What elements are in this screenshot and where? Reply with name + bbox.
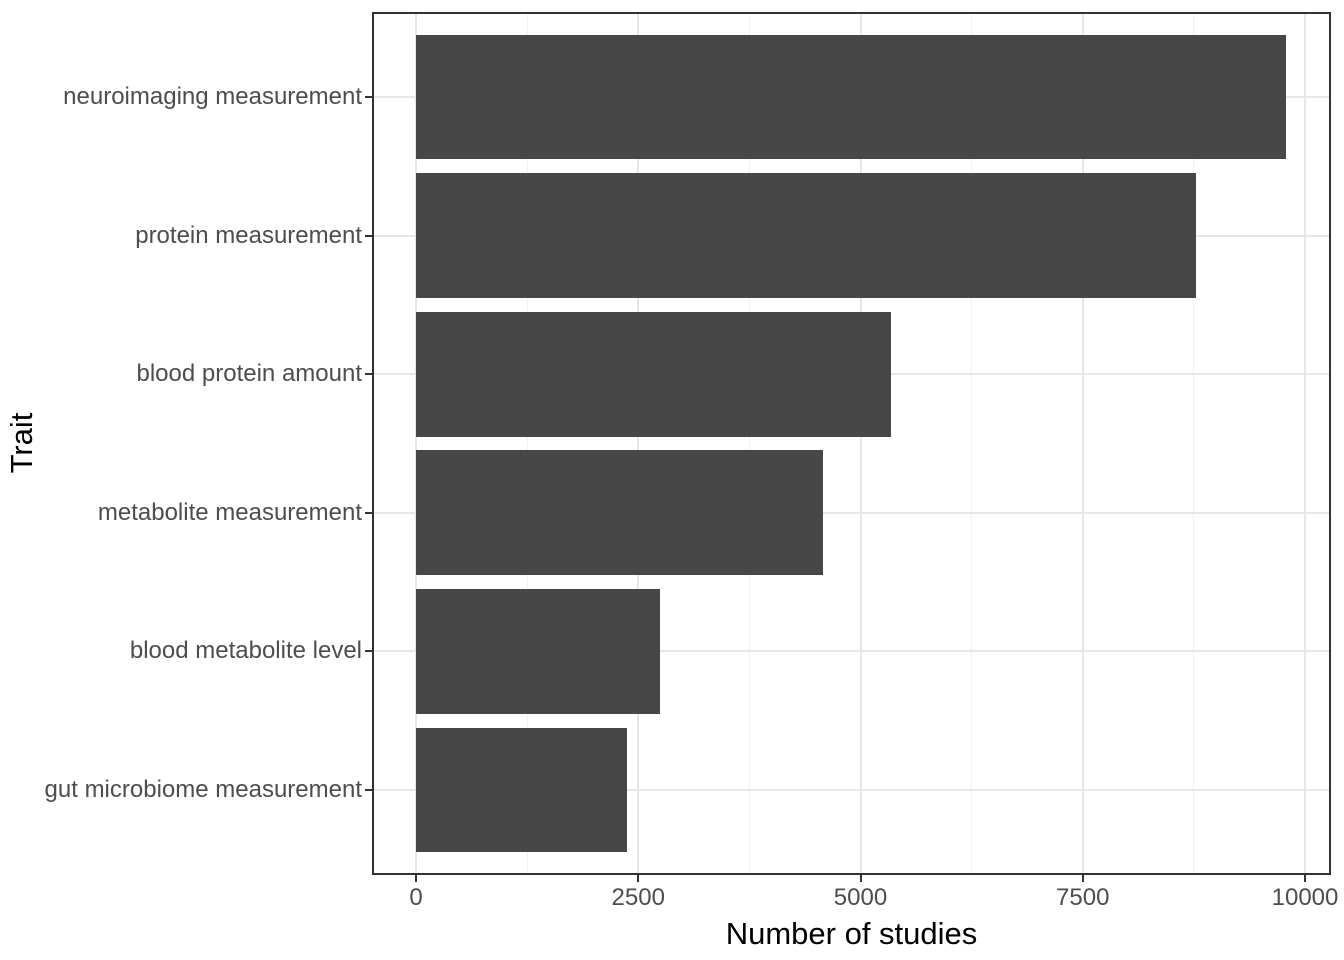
- y-tick-mark: [365, 788, 373, 791]
- y-axis-title: Trait: [4, 412, 39, 474]
- x-tick-mark: [415, 875, 417, 882]
- bar-protein-measurement: [416, 173, 1196, 299]
- x-tick-mark: [859, 875, 862, 882]
- gridline-minor-x: [748, 14, 750, 873]
- gridline-major-x: [637, 14, 640, 873]
- bar-blood-metabolite-level: [416, 588, 660, 714]
- y-tick-mark: [365, 373, 373, 376]
- x-tick-label: 5000: [833, 884, 888, 911]
- x-tick-label: 7500: [1056, 884, 1110, 911]
- bar-metabolite-measurement: [416, 450, 824, 576]
- gridline-major-y: [374, 788, 1329, 791]
- y-tick-mark: [365, 234, 373, 237]
- gridline-minor-x: [971, 14, 973, 873]
- y-tick-label-blood-metabolite-level: blood metabolite level: [129, 637, 362, 665]
- x-tick-label: 10000: [1271, 884, 1339, 911]
- y-tick-label-gut-microbiome-measurement: gut microbiome measurement: [44, 775, 362, 803]
- gridline-major-x: [859, 14, 862, 873]
- x-tick-mark: [1081, 875, 1084, 882]
- gridline-major-x: [1081, 14, 1084, 873]
- bar-gut-microbiome-measurement: [416, 727, 627, 853]
- y-tick-mark: [365, 96, 373, 99]
- x-axis-title: Number of studies: [725, 916, 978, 951]
- x-tick-mark: [637, 875, 640, 882]
- bar-blood-protein-amount: [416, 311, 891, 437]
- gridline-minor-x: [1193, 14, 1195, 873]
- y-tick-label-metabolite-measurement: metabolite measurement: [97, 498, 362, 526]
- y-tick-label-neuroimaging-measurement: neuroimaging measurement: [63, 83, 362, 111]
- gridline-major-y: [374, 511, 1329, 514]
- bar-neuroimaging-measurement: [416, 34, 1287, 160]
- x-tick-label: 0: [409, 884, 423, 911]
- y-tick-label-blood-protein-amount: blood protein amount: [136, 360, 363, 388]
- x-tick-mark: [1304, 875, 1306, 882]
- y-tick-label-protein-measurement: protein measurement: [135, 221, 362, 249]
- gridline-major-x: [415, 14, 417, 873]
- gridline-minor-x: [526, 14, 528, 873]
- y-tick-mark: [365, 511, 373, 514]
- x-tick-label: 2500: [611, 884, 665, 911]
- plot-panel: [372, 12, 1331, 875]
- y-tick-mark: [365, 650, 373, 653]
- gridline-major-x: [1304, 14, 1306, 873]
- gridline-major-y: [374, 650, 1329, 653]
